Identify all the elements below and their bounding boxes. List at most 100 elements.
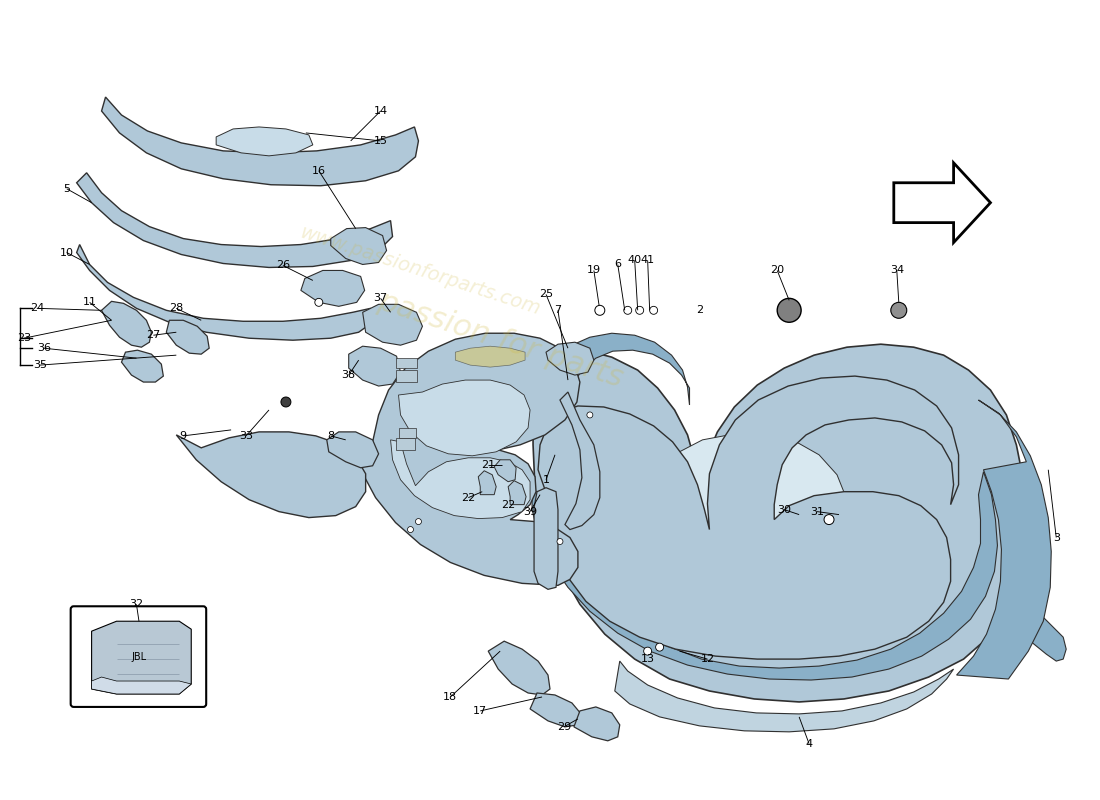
Text: passion for parts: passion for parts	[374, 287, 627, 394]
Text: 14: 14	[374, 106, 387, 116]
Polygon shape	[894, 163, 990, 242]
Polygon shape	[77, 245, 373, 340]
Polygon shape	[396, 370, 418, 382]
Polygon shape	[508, 481, 526, 505]
Polygon shape	[77, 173, 393, 267]
Text: 27: 27	[146, 330, 161, 340]
Text: 29: 29	[557, 722, 571, 732]
Text: 10: 10	[59, 247, 74, 258]
Polygon shape	[532, 472, 998, 680]
Polygon shape	[176, 432, 365, 518]
Circle shape	[656, 643, 663, 651]
Text: 28: 28	[169, 303, 184, 314]
Text: JBL: JBL	[132, 652, 147, 662]
Polygon shape	[390, 440, 530, 518]
Polygon shape	[217, 127, 312, 156]
Circle shape	[557, 538, 563, 545]
Text: 32: 32	[130, 599, 143, 610]
Polygon shape	[494, 460, 516, 482]
Polygon shape	[363, 304, 422, 345]
Polygon shape	[538, 376, 958, 659]
Text: 2: 2	[696, 306, 703, 315]
Polygon shape	[331, 228, 386, 265]
Circle shape	[624, 306, 631, 314]
Text: 24: 24	[30, 303, 44, 314]
Text: 22: 22	[461, 493, 475, 502]
Text: 40: 40	[628, 255, 641, 266]
Text: 5: 5	[63, 184, 70, 194]
Circle shape	[587, 412, 593, 418]
Circle shape	[644, 647, 651, 655]
Text: 20: 20	[770, 266, 784, 275]
Polygon shape	[488, 641, 550, 695]
Text: 19: 19	[586, 266, 601, 275]
Text: 21: 21	[481, 460, 495, 470]
Circle shape	[650, 306, 658, 314]
Circle shape	[315, 298, 322, 306]
Polygon shape	[101, 97, 418, 186]
Text: 18: 18	[443, 692, 458, 702]
Polygon shape	[91, 677, 191, 694]
Polygon shape	[327, 432, 378, 468]
Text: 7: 7	[554, 306, 561, 315]
Text: 39: 39	[522, 506, 537, 517]
Polygon shape	[546, 342, 594, 375]
Circle shape	[280, 397, 290, 407]
Text: 36: 36	[36, 343, 51, 353]
Circle shape	[891, 302, 906, 318]
Circle shape	[636, 306, 644, 314]
Text: 38: 38	[342, 370, 355, 380]
Polygon shape	[455, 346, 525, 367]
Text: 12: 12	[701, 654, 715, 664]
Text: 9: 9	[179, 431, 187, 441]
Text: 25: 25	[539, 290, 553, 299]
Text: 34: 34	[890, 266, 904, 275]
Polygon shape	[574, 707, 619, 741]
Polygon shape	[535, 488, 558, 590]
Text: 16: 16	[311, 166, 326, 176]
Text: 41: 41	[640, 255, 654, 266]
Text: 3: 3	[1053, 533, 1059, 542]
Text: 17: 17	[473, 706, 487, 716]
Polygon shape	[351, 334, 580, 586]
Polygon shape	[1001, 534, 1066, 661]
Text: 1: 1	[542, 474, 550, 485]
Circle shape	[824, 514, 834, 525]
Text: 15: 15	[374, 136, 387, 146]
Polygon shape	[301, 270, 364, 306]
Polygon shape	[535, 334, 690, 410]
Polygon shape	[121, 350, 163, 382]
Polygon shape	[91, 622, 191, 694]
Polygon shape	[396, 358, 418, 368]
Text: 11: 11	[82, 298, 97, 307]
Polygon shape	[534, 344, 1026, 702]
Text: www.passionforparts.com: www.passionforparts.com	[298, 222, 543, 318]
Text: 13: 13	[640, 654, 654, 664]
Text: 30: 30	[778, 505, 791, 514]
Circle shape	[778, 298, 801, 322]
Polygon shape	[396, 438, 416, 450]
Polygon shape	[101, 302, 152, 347]
Polygon shape	[570, 408, 849, 604]
Text: 37: 37	[374, 294, 387, 303]
Text: 6: 6	[614, 259, 622, 270]
Polygon shape	[349, 346, 400, 386]
Polygon shape	[530, 693, 582, 727]
Text: 35: 35	[33, 360, 47, 370]
Polygon shape	[166, 320, 209, 354]
Circle shape	[416, 518, 421, 525]
Text: 31: 31	[810, 506, 824, 517]
Circle shape	[595, 306, 605, 315]
Polygon shape	[398, 380, 530, 456]
FancyBboxPatch shape	[70, 606, 206, 707]
Polygon shape	[615, 661, 954, 732]
Text: 33: 33	[239, 431, 253, 441]
Polygon shape	[957, 400, 1052, 679]
Polygon shape	[398, 428, 417, 438]
Text: 22: 22	[500, 500, 515, 510]
Text: 8: 8	[327, 431, 334, 441]
Circle shape	[407, 526, 414, 533]
Text: 4: 4	[805, 739, 813, 749]
Polygon shape	[560, 392, 600, 530]
Text: 26: 26	[276, 261, 290, 270]
